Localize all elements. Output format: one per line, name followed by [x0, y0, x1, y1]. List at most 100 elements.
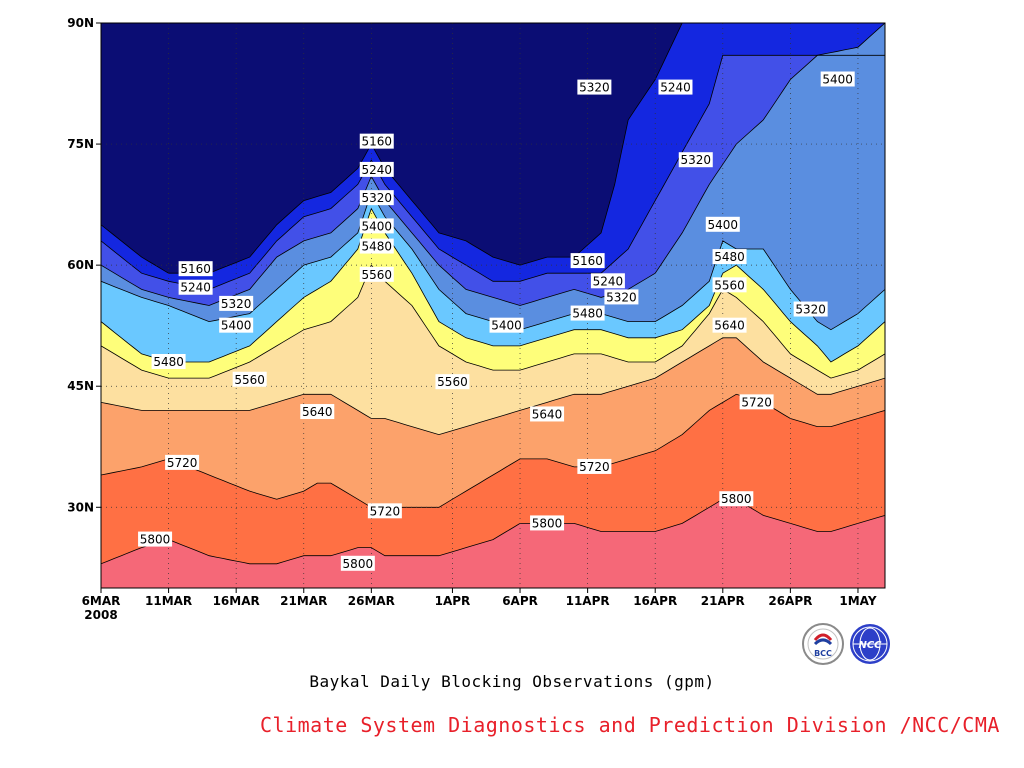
- y-axis-ticks: 30N 45N 60N 75N 90N: [67, 16, 101, 514]
- contour-label: 5400: [359, 218, 394, 234]
- y-tick-label: 30N: [67, 500, 94, 514]
- contour-line-5560: [101, 264, 885, 379]
- x-tick-label: 1MAY: [839, 594, 876, 608]
- contour-label: 5720: [739, 394, 774, 410]
- contour-label-text: 5320: [680, 153, 711, 167]
- x-axis-year-label: 2008: [84, 608, 117, 622]
- contour-label: 5400: [219, 317, 254, 333]
- contour-label-text: 5480: [572, 307, 603, 321]
- contour-label-text: 5640: [302, 405, 333, 419]
- contour-label-text: 5800: [532, 516, 563, 530]
- contour-label-text: 5800: [140, 533, 171, 547]
- contour-label-text: 5320: [606, 290, 637, 304]
- contour-label-text: 5640: [714, 319, 745, 333]
- contour-label-box: [705, 216, 740, 232]
- contour-label: 5720: [367, 503, 402, 519]
- contour-label-box: [820, 71, 855, 87]
- contour-label-box: [300, 404, 335, 420]
- contour-label: 5720: [577, 458, 612, 474]
- credit-line: Climate System Diagnostics and Predictio…: [260, 713, 1000, 737]
- contour-label-box: [678, 152, 713, 168]
- contour-label-box: [604, 289, 639, 305]
- y-tick-label: 60N: [67, 258, 94, 272]
- contour-label: 5320: [678, 152, 713, 168]
- contour-label-text: 5560: [234, 373, 265, 387]
- fill-band-9: [101, 499, 885, 588]
- contour-label: 5480: [570, 305, 605, 321]
- contour-label-box: [359, 266, 394, 282]
- x-tick-label: 6MAR: [82, 594, 121, 608]
- contour-label-box: [165, 454, 200, 470]
- contour-label: 5480: [359, 238, 394, 254]
- contour-label-box: [359, 238, 394, 254]
- x-tick-label: 21MAR: [280, 594, 327, 608]
- contour-label: 5800: [340, 555, 375, 571]
- contour-label: 5240: [658, 79, 693, 95]
- contour-label-box: [719, 491, 754, 507]
- contour-label-box: [489, 317, 524, 333]
- contour-label: 5320: [359, 190, 394, 206]
- contour-line-5800: [101, 498, 885, 565]
- chart-caption: Baykal Daily Blocking Observations (gpm): [309, 672, 715, 691]
- contour-line-5160: [101, 23, 885, 274]
- contour-label-box: [712, 249, 747, 265]
- contour-label-box: [530, 406, 565, 422]
- contour-labels: 5160 5240 5320 5400 5480 5560 5160 5240 5320 5400…: [138, 71, 855, 571]
- contour-label: 5560: [359, 266, 394, 282]
- contour-label-box: [590, 273, 625, 289]
- contour-label: 5800: [138, 531, 173, 547]
- contour-label: 5480: [151, 354, 186, 369]
- contour-label-box: [435, 374, 470, 390]
- contour-label-text: 5800: [343, 557, 374, 571]
- contour-label-box: [219, 317, 254, 333]
- contour-label-text: 5720: [370, 504, 401, 518]
- contour-label: 5240: [178, 279, 213, 295]
- contour-label-text: 5400: [361, 219, 392, 233]
- contour-label-box: [577, 458, 612, 474]
- contour-label: 5400: [820, 71, 855, 87]
- contour-label-text: 5400: [708, 218, 739, 232]
- contour-line-5640: [101, 337, 885, 436]
- bcc-logo: BCC: [801, 622, 845, 666]
- contour-label: 5800: [530, 515, 565, 531]
- x-tick-label: 1APR: [435, 594, 471, 608]
- contour-label-box: [577, 79, 612, 95]
- contour-label: 5640: [530, 406, 565, 422]
- contour-label-text: 5240: [180, 281, 211, 295]
- contour-label-text: 5560: [714, 278, 745, 292]
- contour-label: 5320: [219, 295, 254, 311]
- contour-label-box: [658, 79, 693, 95]
- contour-label-box: [367, 503, 402, 519]
- contour-label-box: [530, 515, 565, 531]
- contour-label: 5240: [359, 161, 394, 177]
- contour-label-text: 5160: [361, 135, 392, 149]
- contour-label-text: 5720: [167, 456, 198, 470]
- contour-label-box: [340, 555, 375, 571]
- plot-frame: [100, 22, 886, 589]
- contour-label-box: [570, 253, 605, 269]
- contour-label-box: [359, 133, 394, 149]
- contour-label: 5400: [489, 317, 524, 333]
- contour-label-box: [359, 161, 394, 177]
- contour-label: 5640: [300, 404, 335, 420]
- y-tick-label: 75N: [67, 137, 94, 151]
- x-tick-label: 16APR: [633, 594, 677, 608]
- contour-label-text: 5240: [660, 81, 691, 95]
- contour-label: 5560: [435, 374, 470, 390]
- contour-fills: [101, 23, 885, 588]
- contour-label-text: 5240: [593, 274, 624, 288]
- x-tick-label: 26APR: [768, 594, 812, 608]
- contour-label-box: [570, 305, 605, 321]
- contour-label: 5160: [359, 133, 394, 149]
- contour-label: 5560: [232, 371, 267, 387]
- contour-line-5480: [101, 207, 885, 363]
- contour-label-box: [359, 190, 394, 206]
- ncc-logo: NCC: [848, 622, 892, 666]
- contour-label: 5800: [719, 491, 754, 507]
- contour-label-box: [793, 301, 828, 317]
- contour-label: 5640: [712, 317, 747, 333]
- contour-label-text: 5400: [221, 319, 252, 333]
- contour-label-box: [739, 394, 774, 410]
- contour-label: 5320: [604, 289, 639, 305]
